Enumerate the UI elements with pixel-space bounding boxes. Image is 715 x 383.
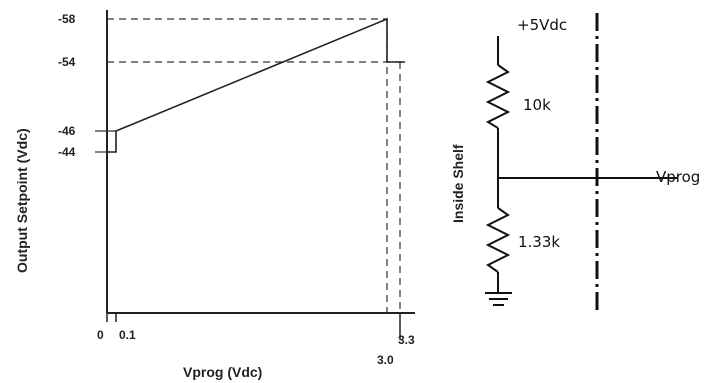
resistor-bottom-label: 1.33k [518,233,560,251]
divider-circuit: +5Vdc 10k 1.33k Vprog Inside Shelf [450,13,700,312]
x-tick-label: 3.0 [377,353,394,367]
x-tick-label: 3.3 [398,333,415,347]
y-tick-label: -58 [58,12,76,26]
y-axis-title: Output Setpoint (Vdc) [14,128,30,273]
x-axis-title: Vprog (Vdc) [183,364,262,380]
supply-label: +5Vdc [517,16,567,34]
x-tick-label: 0.1 [119,328,136,342]
resistor-1-33k [485,207,511,273]
x-tick-label: 0 [97,328,104,342]
ground-icon [485,292,512,306]
vprog-output-label: Vprog [656,168,700,186]
y-tick-label: -54 [58,55,76,69]
resistor-top-label: 10k [523,96,551,114]
setpoint-graph: -58 -54 -46 -44 0 0.1 3.0 3.3 Vprog (Vdc… [14,10,415,380]
inside-shelf-label: Inside Shelf [450,144,466,223]
y-tick-label: -44 [58,145,76,159]
y-tick-label: -46 [58,124,76,138]
resistor-10k [485,64,511,129]
setpoint-curve [107,17,405,153]
